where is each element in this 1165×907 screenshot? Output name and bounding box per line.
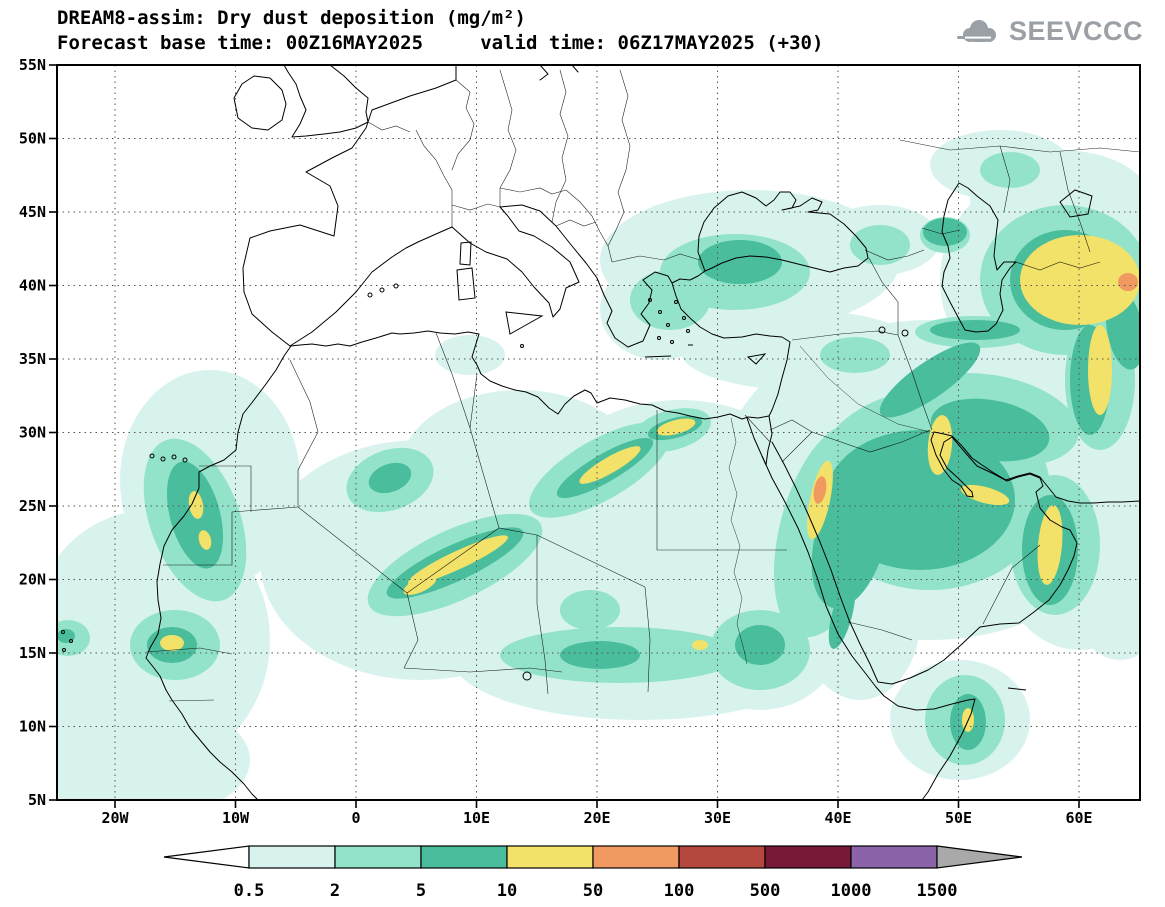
y-axis-label: 50N xyxy=(19,130,46,148)
rivers-layer xyxy=(728,345,931,665)
legend-segment xyxy=(592,845,680,869)
legend-segment xyxy=(334,845,422,869)
legend-tick-label: 2 xyxy=(330,881,340,901)
dust-shading-layer xyxy=(57,130,1140,800)
y-axis-label: 25N xyxy=(19,497,46,515)
legend-segment xyxy=(420,845,508,869)
y-axis-label: 30N xyxy=(19,424,46,442)
graticule-layer xyxy=(57,65,1140,800)
legend-segment xyxy=(506,845,594,869)
chart-title: DREAM8-assim: Dry dust deposition (mg/m²… xyxy=(57,7,526,29)
x-axis-label: 50E xyxy=(945,809,972,827)
x-axis-label: 30E xyxy=(704,809,731,827)
legend-segment xyxy=(850,845,938,869)
legend-tick-label: 0.5 xyxy=(234,881,265,901)
x-axis-label: 20W xyxy=(101,809,129,827)
legend-tick-label: 50 xyxy=(583,881,603,901)
legend-tick-label: 500 xyxy=(750,881,781,901)
y-axis-label: 55N xyxy=(19,56,46,74)
y-axis-label: 10N xyxy=(19,718,46,736)
legend-tick-label: 100 xyxy=(664,881,695,901)
legend-tick-label: 1000 xyxy=(831,881,872,901)
header: DREAM8-assim: Dry dust deposition (mg/m²… xyxy=(57,6,823,56)
x-axis-label: 0 xyxy=(351,809,360,827)
x-axis-label: 20E xyxy=(583,809,610,827)
legend-arrow-right xyxy=(936,845,1023,869)
map-canvas: 20W 10W 0 10E 20E 30E 40E 50E 60E 55N 50N 45N 40N 35N… xyxy=(19,56,1141,827)
axis-labels-layer: 20W 10W 0 10E 20E 30E 40E 50E 60E 55N 50N 45N 40N 35N… xyxy=(19,56,1093,827)
axis-ticks-layer xyxy=(49,64,1080,808)
legend-tick-label: 1500 xyxy=(917,881,958,901)
x-axis-label: 40E xyxy=(824,809,851,827)
islands-layer xyxy=(61,189,1093,691)
legend-tick-label: 10 xyxy=(497,881,517,901)
seevccc-logo-text: SEEVCCC xyxy=(1008,16,1143,46)
legend-segment xyxy=(678,845,766,869)
seevccc-logo: SEEVCCC xyxy=(955,16,1143,47)
x-axis-label: 10W xyxy=(222,809,250,827)
coastlines-layer xyxy=(145,65,1140,800)
colorbar-legend: 0.5 2 5 10 50 100 500 1000 1500 xyxy=(152,838,1032,907)
y-axis-label: 20N xyxy=(19,571,46,589)
y-axis-label: 35N xyxy=(19,350,46,368)
legend-segment xyxy=(248,845,336,869)
chart-subtitle: Forecast base time: 00Z16MAY2025 valid t… xyxy=(57,32,824,54)
legend-arrow-left xyxy=(163,845,250,869)
y-axis-label: 15N xyxy=(19,644,46,662)
y-axis-label: 45N xyxy=(19,203,46,221)
y-axis-label: 40N xyxy=(19,277,46,295)
legend-segment xyxy=(764,845,852,869)
colorbar-svg: 0.5 2 5 10 50 100 500 1000 1500 xyxy=(163,845,1023,901)
borders-layer xyxy=(145,69,1140,702)
x-axis-label: 60E xyxy=(1065,809,1092,827)
x-axis-label: 10E xyxy=(463,809,490,827)
y-axis-label: 5N xyxy=(28,791,46,809)
cloud-icon xyxy=(956,19,996,42)
legend-tick-label: 5 xyxy=(416,881,426,901)
